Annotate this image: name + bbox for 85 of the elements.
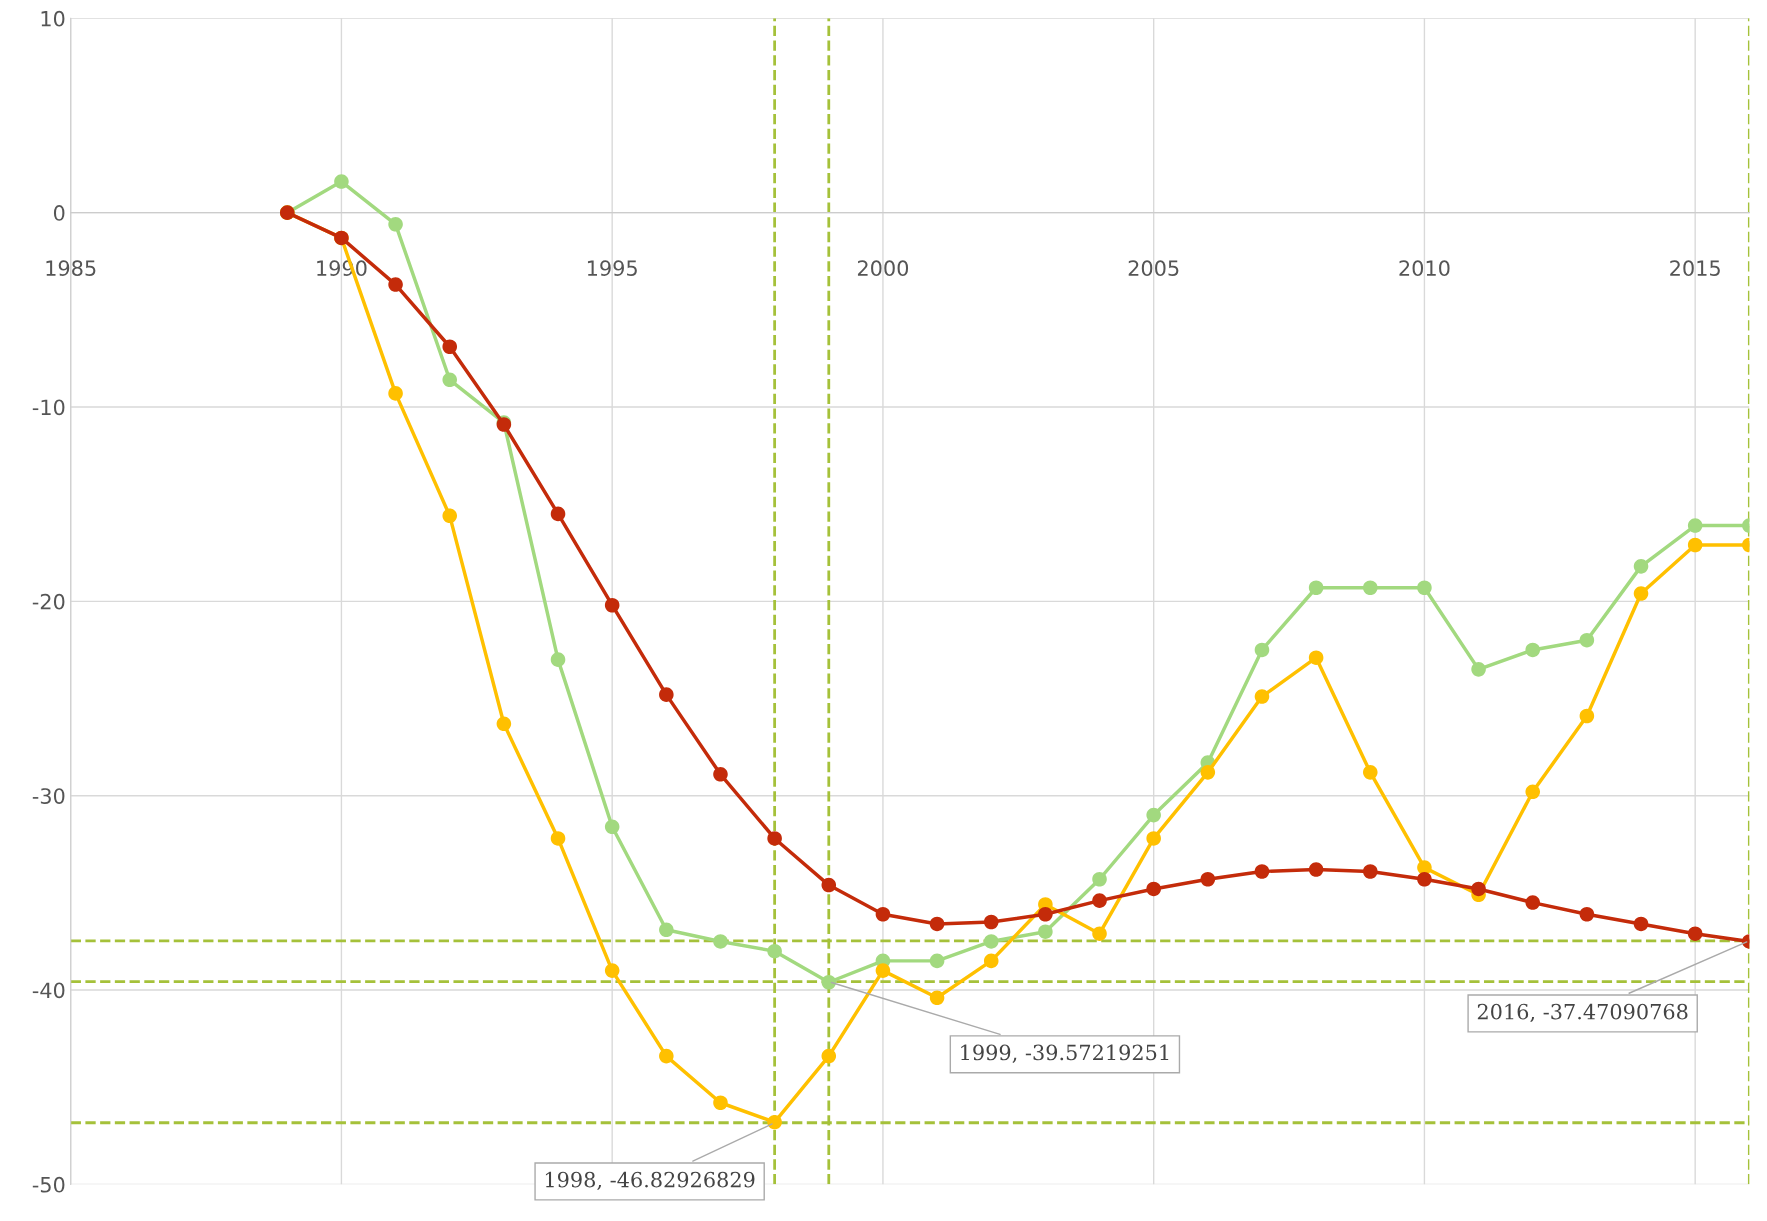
point	[1633, 586, 1649, 601]
x-tick-label: 2000	[857, 260, 909, 277]
point	[550, 831, 566, 846]
point	[1471, 662, 1486, 677]
point	[604, 963, 620, 978]
point	[1525, 895, 1541, 910]
y-tick-label: -30	[32, 788, 65, 804]
point	[1687, 926, 1703, 941]
point	[713, 934, 728, 949]
point	[821, 1048, 837, 1064]
point	[1146, 831, 1161, 846]
point	[1308, 580, 1324, 596]
x-tick-label: 2010	[1399, 260, 1450, 277]
point	[1254, 642, 1270, 658]
annotation: 1998, -46.82926829	[545, 1171, 755, 1191]
point	[1146, 881, 1161, 897]
point	[929, 916, 945, 932]
point	[388, 386, 403, 401]
point	[1417, 580, 1432, 596]
point	[1525, 784, 1541, 800]
y-tick-label: -50	[32, 1176, 65, 1193]
y-tick-label: -10	[32, 399, 65, 416]
point	[1579, 906, 1595, 922]
point	[1254, 864, 1270, 879]
point	[1471, 881, 1486, 897]
y-tick-label: -20	[32, 593, 65, 610]
x-tick-label: 1995	[587, 260, 637, 277]
point	[388, 217, 403, 232]
point	[604, 597, 620, 613]
point	[1092, 871, 1107, 887]
point	[1687, 537, 1703, 553]
point	[1308, 862, 1324, 877]
point	[1092, 893, 1107, 908]
x-tick-label: 2015	[1670, 260, 1720, 277]
point	[442, 508, 458, 524]
point	[659, 687, 674, 702]
point	[1579, 632, 1595, 648]
point	[1417, 871, 1432, 887]
point	[659, 922, 674, 938]
point	[1687, 518, 1703, 533]
point	[550, 506, 566, 522]
point	[334, 174, 349, 189]
point	[1200, 871, 1216, 887]
point	[821, 877, 837, 893]
point	[388, 277, 403, 292]
point	[875, 906, 891, 922]
point	[659, 1048, 674, 1064]
point	[983, 914, 999, 930]
point	[929, 953, 945, 969]
point	[1146, 807, 1161, 823]
point	[713, 767, 728, 782]
y-tick-label: 10	[41, 10, 65, 27]
point	[1363, 765, 1378, 780]
point	[1525, 642, 1541, 658]
point	[767, 831, 782, 846]
point	[767, 943, 782, 959]
point	[442, 339, 458, 355]
annotation: 2016, -37.47090768	[1477, 1003, 1688, 1023]
x-tick-label: 1985	[46, 260, 96, 277]
point	[983, 953, 999, 969]
point	[1038, 906, 1053, 922]
point	[767, 1114, 782, 1130]
x-tick-label: 2005	[1128, 260, 1179, 277]
annotation: 1999, -39.57219251	[961, 1044, 1169, 1063]
point	[1092, 926, 1107, 941]
point	[1633, 916, 1649, 932]
point	[713, 1095, 728, 1111]
point	[821, 974, 837, 990]
y-tick-label: 0	[53, 205, 65, 221]
point	[1363, 864, 1378, 879]
point	[929, 990, 945, 1006]
y-tick-label: -40	[32, 982, 65, 999]
point	[1363, 580, 1378, 596]
point	[1254, 689, 1270, 704]
point	[442, 372, 458, 388]
point	[983, 934, 999, 949]
point	[1038, 924, 1053, 940]
point	[550, 652, 566, 667]
point	[1579, 708, 1595, 724]
point	[1633, 559, 1649, 574]
point	[496, 716, 512, 732]
point	[875, 963, 891, 978]
point	[1200, 765, 1216, 780]
point	[1308, 650, 1324, 665]
point	[604, 819, 620, 835]
